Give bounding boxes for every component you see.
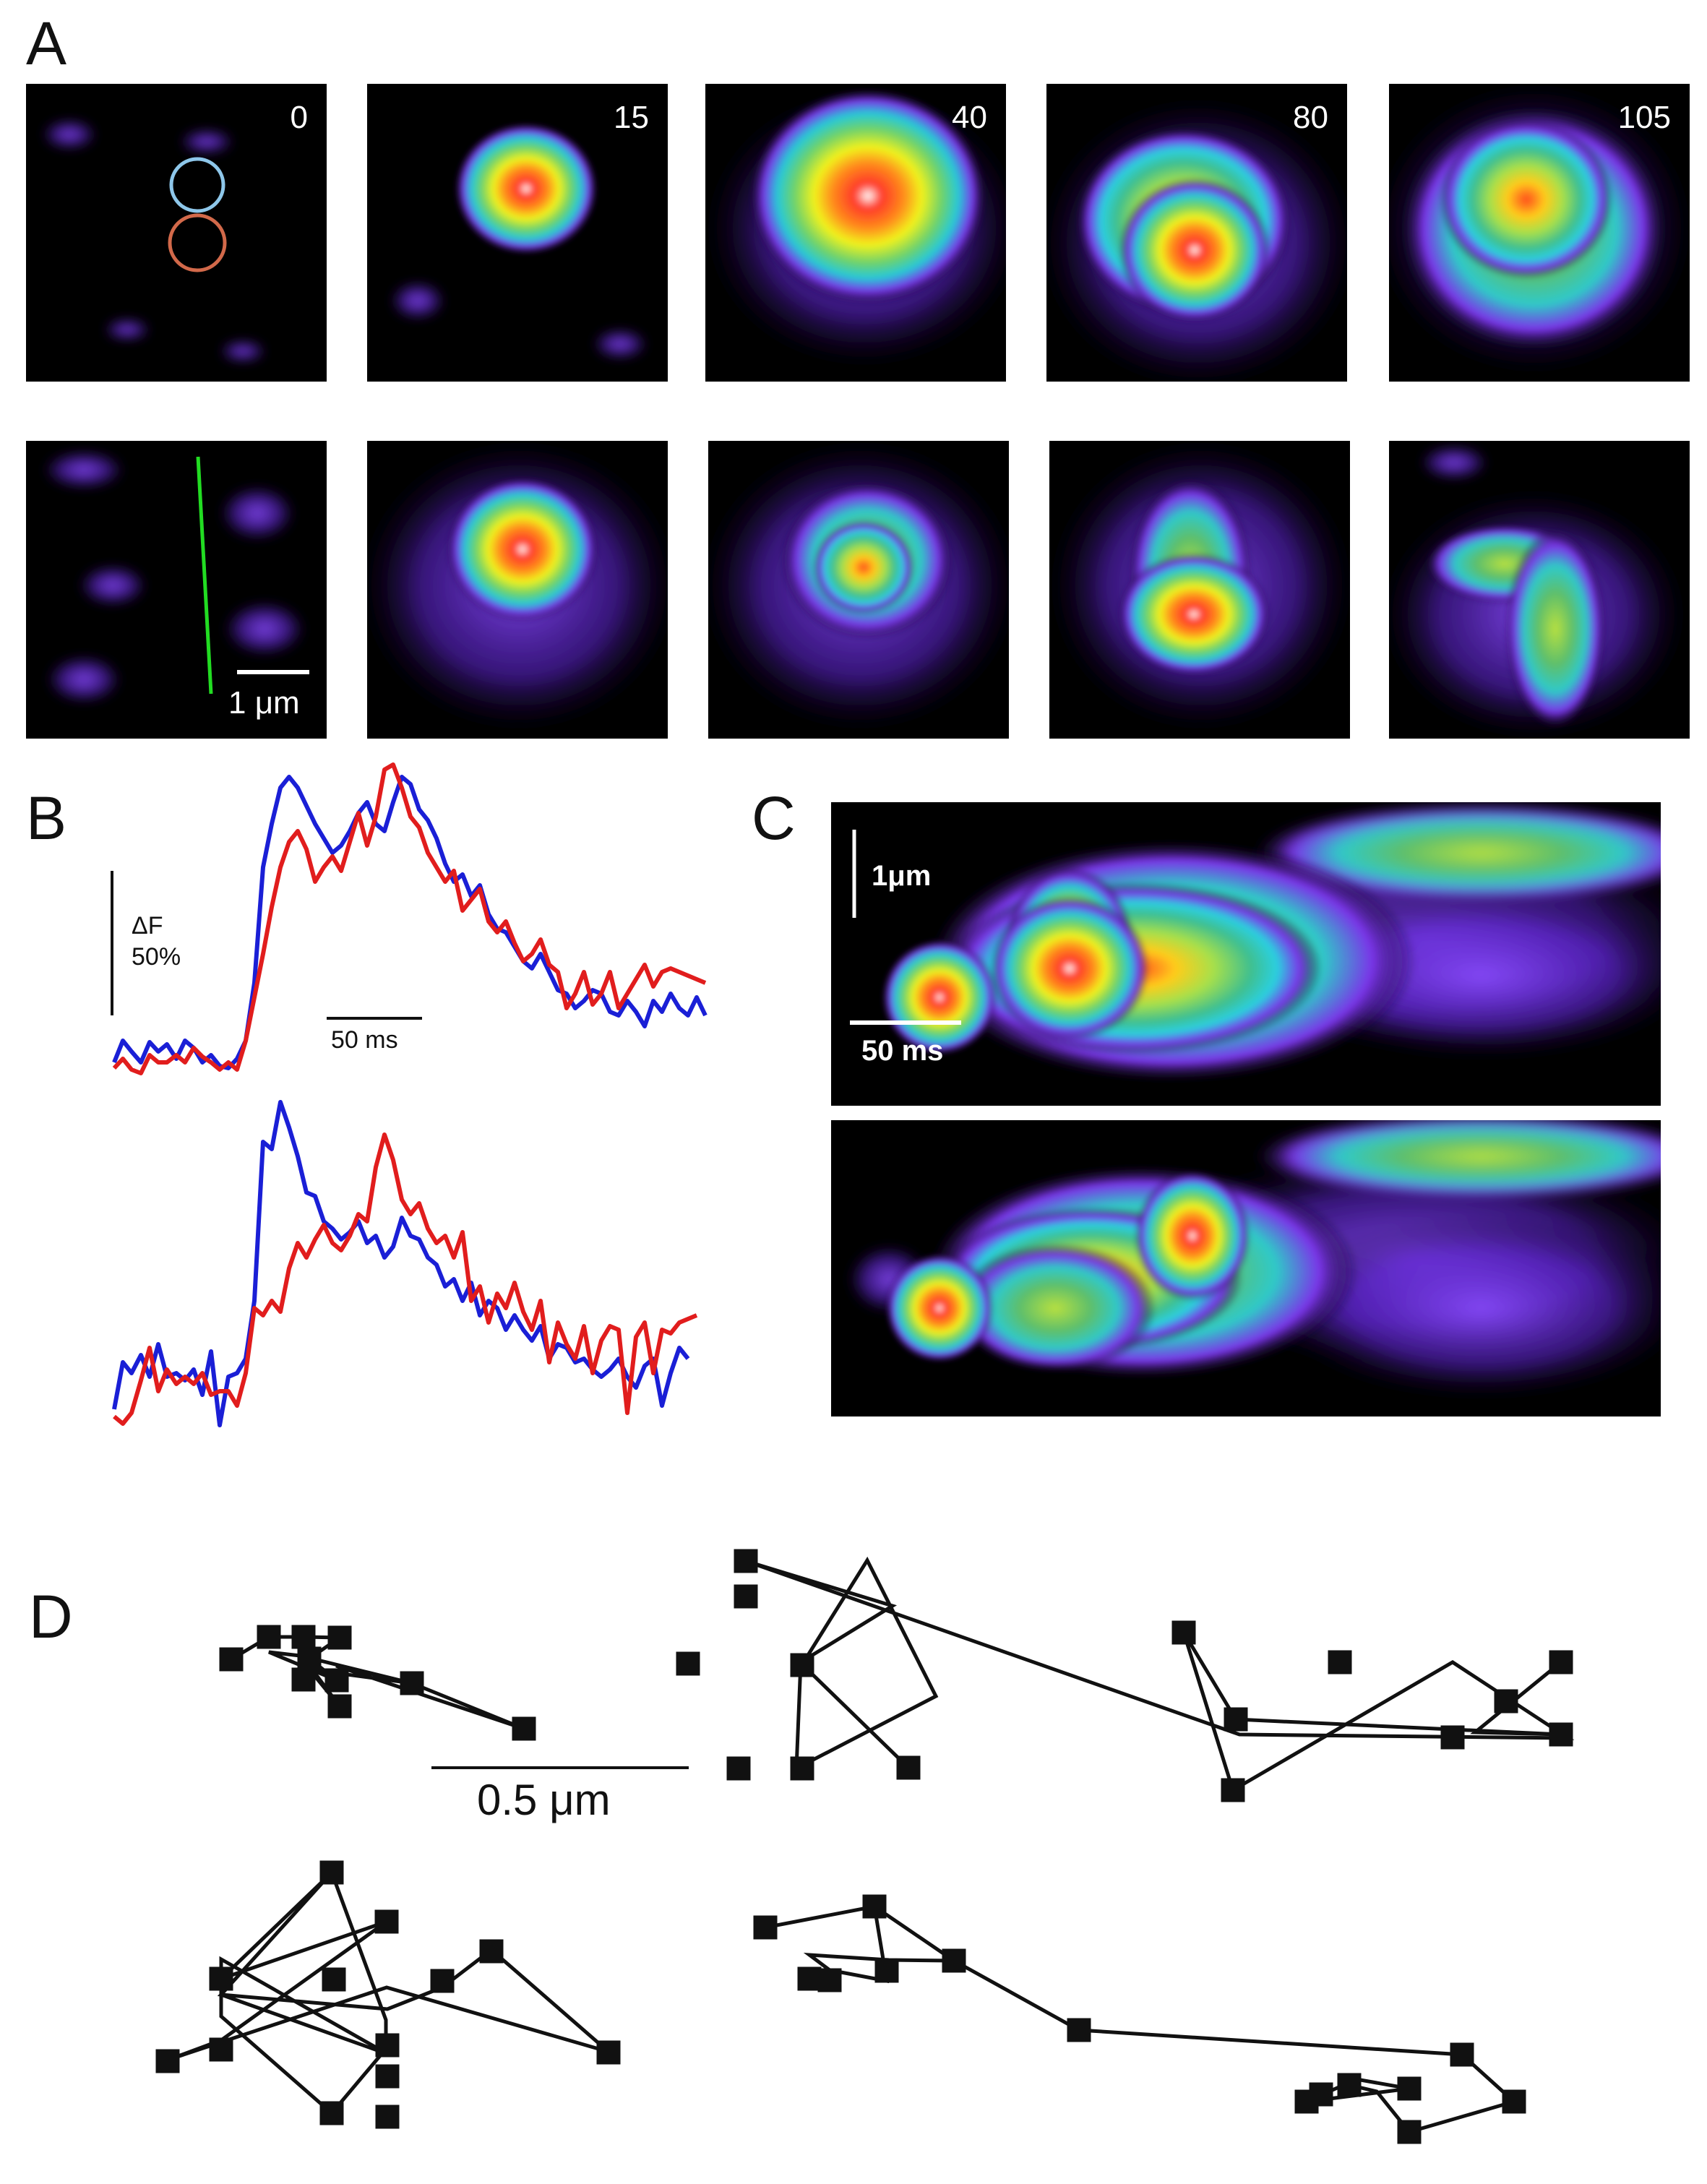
distance-scale-label: 1μm: [872, 860, 932, 892]
image-tile-r1-2: 40: [705, 84, 1006, 382]
trajectory-cluster-3: [155, 1860, 621, 2129]
kymograph-lower: [831, 1120, 1661, 1416]
image-tile-r1-1: 15: [367, 84, 668, 382]
image-tile-r1-3: 80: [1046, 84, 1347, 382]
time-label: 15: [614, 100, 649, 135]
roi-circle-upper: [169, 157, 225, 213]
time-label: 40: [952, 100, 987, 135]
trajectory-cluster-4: [753, 1894, 1526, 2144]
image-tile-r1-0: 0: [26, 84, 327, 382]
delta-f-label: ΔF: [132, 912, 163, 940]
red-trace-upper: [112, 762, 707, 1075]
time-scale-label: 50 ms: [331, 1026, 398, 1054]
blue-trace-upper: [112, 775, 708, 1070]
image-tile-r2-0: 1 μm: [26, 441, 327, 739]
trajectory-cluster-1: [219, 1625, 536, 1741]
time-label: 80: [1293, 100, 1328, 135]
scale-bar-d-label: 0.5 μm: [477, 1776, 611, 1824]
image-tile-r2-3: [1049, 441, 1350, 739]
image-tile-r2-1: [367, 441, 668, 739]
time-label: 105: [1617, 100, 1671, 135]
time-scale-label-c: 50 ms: [861, 1035, 944, 1067]
image-tile-r2-4: [1389, 441, 1690, 739]
trajectory-cluster-2: [676, 1549, 1575, 1802]
delta-f-percent-label: 50%: [132, 943, 181, 971]
panel-letter-b: B: [26, 784, 67, 852]
scale-bar-label: 1 μm: [228, 685, 300, 721]
red-trace-lower: [113, 1132, 698, 1426]
image-tile-r1-4: 105: [1389, 84, 1690, 382]
image-tile-r2-2: [708, 441, 1009, 739]
line-scan-marker: [196, 456, 213, 695]
panel-letter-d: D: [29, 1583, 73, 1651]
roi-circle-lower: [168, 213, 227, 272]
kymograph-upper: 1μm 50 ms: [831, 802, 1661, 1106]
panel-letter-c: C: [752, 784, 796, 852]
panel-letter-a: A: [26, 9, 67, 77]
time-label: 0: [290, 100, 308, 135]
